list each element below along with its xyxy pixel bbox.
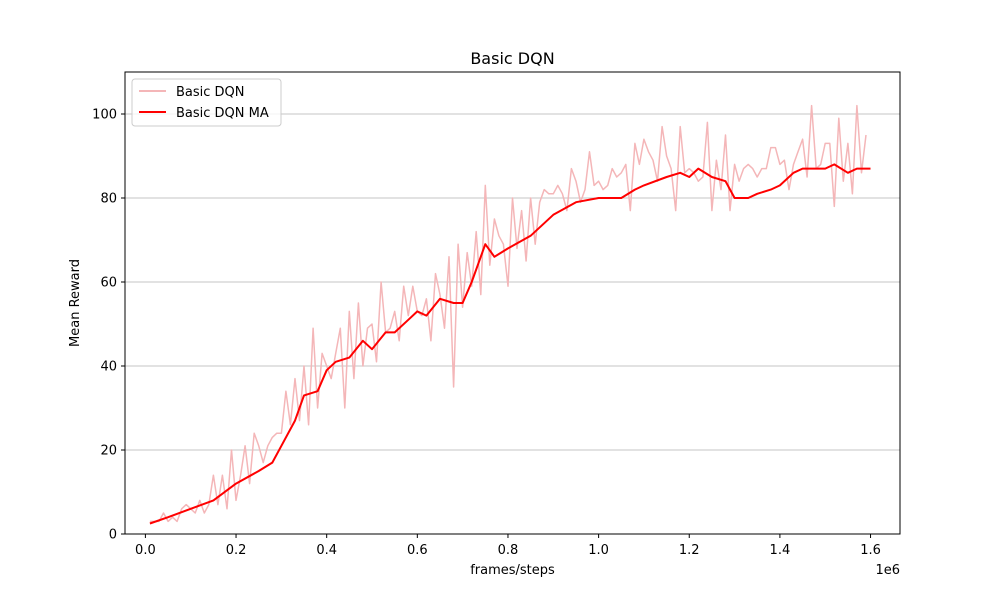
- legend-label-basic-dqn: Basic DQN: [176, 85, 245, 100]
- y-tick-label: 60: [100, 276, 117, 291]
- y-tick-label: 100: [92, 108, 117, 123]
- y-axis-ticks: 0 20 40 60 80 100: [92, 108, 125, 543]
- legend-label-basic-dqn-ma: Basic DQN MA: [176, 106, 269, 121]
- x-axis-offset-label: 1e6: [875, 563, 900, 578]
- x-axis-label: frames/steps: [470, 563, 555, 578]
- plot-frame: [124, 71, 901, 535]
- x-tick-label: 0.0: [135, 543, 156, 558]
- x-tick-label: 0.6: [407, 543, 428, 558]
- legend-box: [131, 78, 282, 127]
- y-axis-label: Mean Reward: [68, 259, 83, 347]
- chart-title: Basic DQN: [470, 49, 554, 68]
- x-tick-label: 1.0: [588, 543, 609, 558]
- series-layer: [149, 104, 871, 525]
- x-tick-label: 1.6: [860, 543, 881, 558]
- x-tick-label: 1.4: [770, 543, 791, 558]
- x-axis-ticks: 0.0 0.2 0.4 0.6 0.8 1.0 1.2 1.4 1.6: [135, 534, 881, 558]
- x-tick-label: 1.2: [679, 543, 700, 558]
- series-line-basic-dqn: [149, 104, 867, 523]
- legend: Basic DQN Basic DQN MA: [131, 78, 282, 127]
- y-tick-label: 80: [100, 192, 117, 207]
- y-tick-label: 0: [109, 528, 117, 543]
- y-tick-label: 20: [100, 444, 117, 459]
- series-line-basic-dqn-ma: [149, 163, 871, 525]
- y-tick-label: 40: [100, 360, 117, 375]
- x-tick-label: 0.4: [316, 543, 337, 558]
- x-tick-label: 0.8: [498, 543, 519, 558]
- x-tick-label: 0.2: [226, 543, 247, 558]
